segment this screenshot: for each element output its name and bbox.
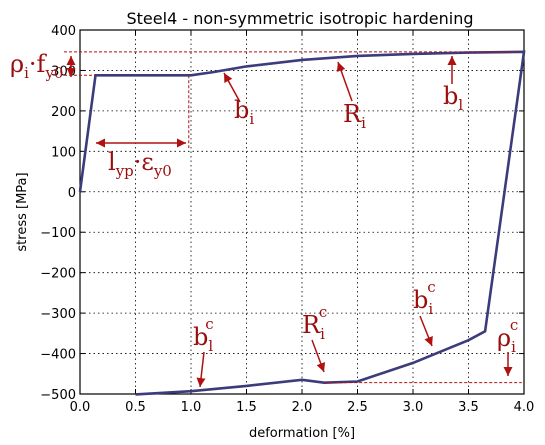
y-tick-label: 100 (51, 145, 76, 160)
y-tick-label: −300 (40, 307, 76, 322)
label-rho-f: ρi·fy0 (10, 50, 63, 82)
x-tick-label: 2.0 (292, 400, 313, 415)
grid (80, 30, 524, 394)
y-tick-label: −400 (40, 348, 76, 363)
x-tick-label: 3.0 (403, 400, 424, 415)
y-tick-label: −200 (40, 267, 76, 282)
label-lyp: lyp·εy0 (108, 148, 172, 180)
chart-title: Steel4 - non-symmetric isotropic hardeni… (127, 9, 474, 28)
x-tick-label: 1.5 (236, 400, 257, 415)
x-tick-label: 0.0 (70, 400, 91, 415)
label-b-i-c: bic (413, 278, 436, 318)
x-tick-label: 0.5 (125, 400, 146, 415)
x-tick-labels: 0.0 0.5 1.0 1.5 2.0 2.5 3.0 3.5 4.0 (70, 400, 535, 415)
label-b-l: bl (443, 82, 463, 114)
arrow-R-i (336, 61, 353, 102)
label-b-l-c: blc (193, 315, 214, 355)
x-tick-label: 4.0 (514, 400, 535, 415)
x-tick-label: 3.5 (458, 400, 479, 415)
label-rho-c: ρic (497, 316, 518, 356)
y-tick-label: −100 (40, 226, 76, 241)
x-axis-label: deformation [%] (249, 426, 355, 441)
annotation-arrows (66, 56, 513, 388)
y-tick-label: −500 (40, 388, 76, 403)
y-tick-label: 200 (51, 105, 76, 120)
y-axis-label: stress [MPa] (15, 172, 30, 251)
arrow-b-l-c (196, 351, 206, 388)
arrow-b-i-c (419, 315, 433, 347)
x-tick-label: 1.0 (181, 400, 202, 415)
label-R-i: Ri (343, 100, 366, 132)
arrow-R-i-c (311, 339, 326, 373)
arrow-b-i (223, 72, 241, 103)
y-tick-label: 0 (68, 186, 76, 201)
label-b-i: bi (234, 96, 254, 128)
x-tick-label: 2.5 (347, 400, 368, 415)
y-tick-label: 400 (51, 24, 76, 39)
label-R-i-c: Ric (302, 303, 327, 343)
